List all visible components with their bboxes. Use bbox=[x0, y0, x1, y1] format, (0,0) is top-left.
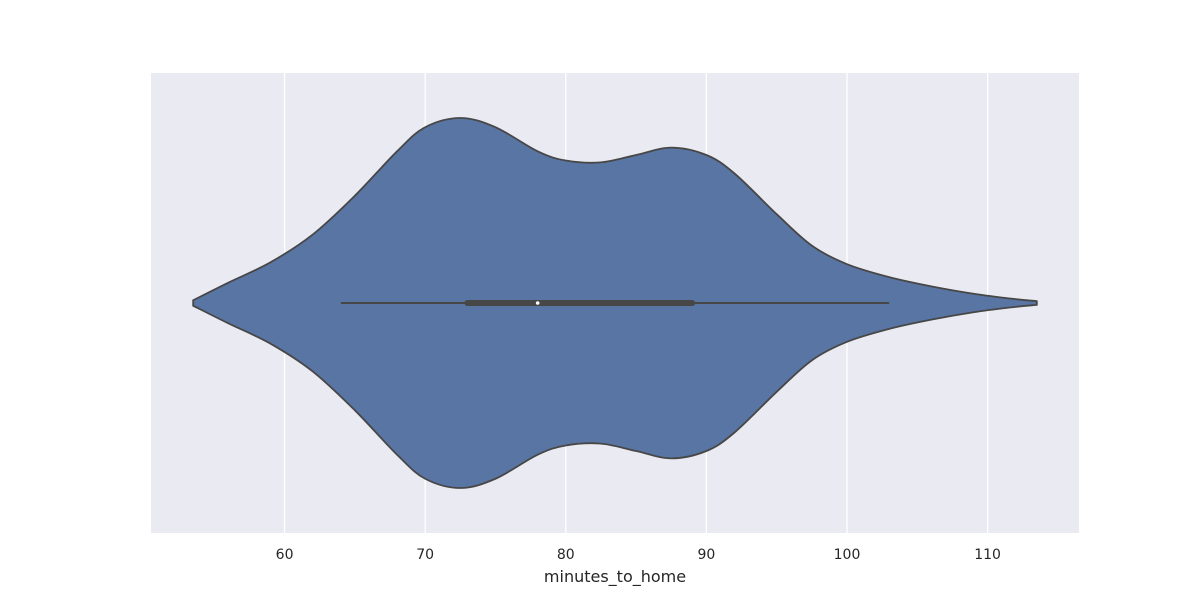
inner-box bbox=[340, 300, 890, 306]
x-tick-label: 80 bbox=[557, 547, 575, 563]
x-axis-label: minutes_to_home bbox=[544, 567, 686, 587]
x-tick-label: 100 bbox=[834, 547, 861, 563]
x-tick-label: 110 bbox=[974, 547, 1001, 563]
x-tick-label: 90 bbox=[697, 547, 715, 563]
x-tick-label: 60 bbox=[276, 547, 294, 563]
median-marker bbox=[535, 301, 540, 305]
x-tick-labels: 60 70 80 90 100 110 bbox=[276, 547, 1001, 563]
x-tick-label: 70 bbox=[416, 547, 434, 563]
